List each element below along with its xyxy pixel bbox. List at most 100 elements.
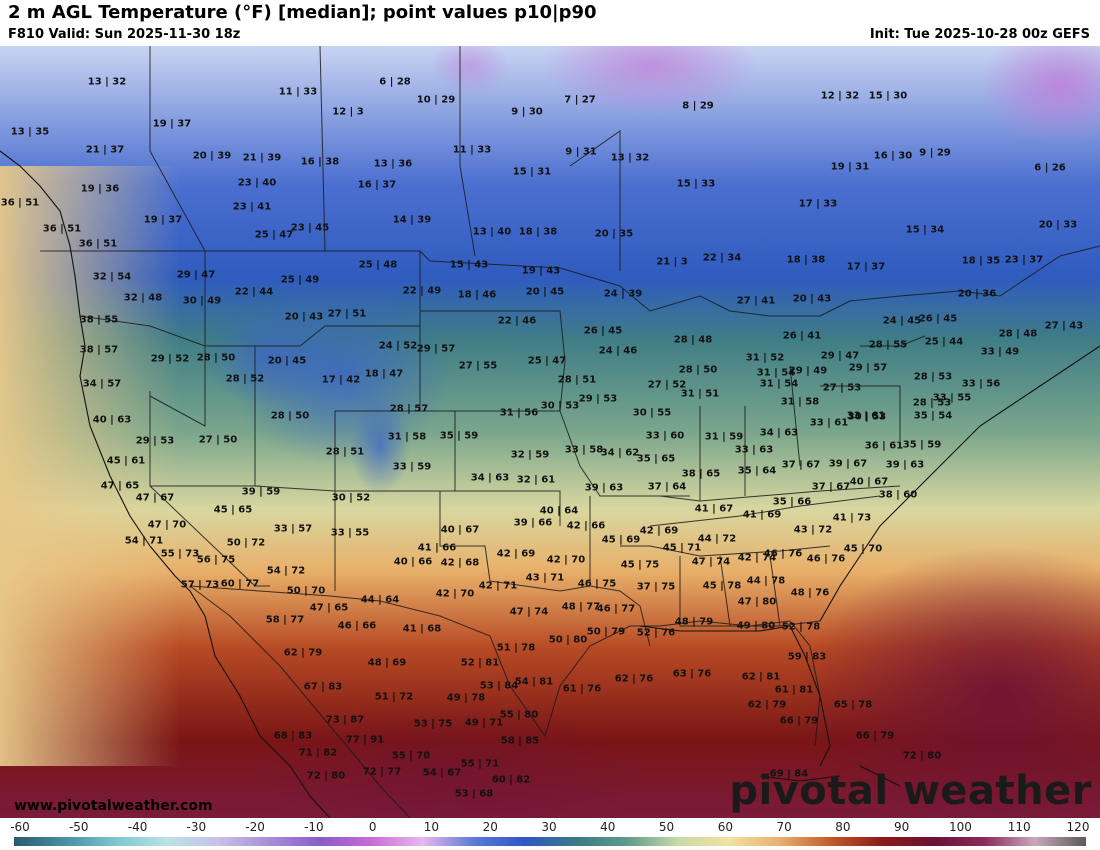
point-value-label: 20 | 39 — [192, 150, 232, 162]
point-value-label: 13 | 35 — [10, 126, 50, 138]
point-value-label: 26 | 45 — [583, 325, 623, 337]
point-value-label: 48 | 77 — [561, 601, 601, 613]
point-value-label: 12 | 32 — [820, 90, 860, 102]
valid-time: F810 Valid: Sun 2025-11-30 18z — [8, 27, 241, 42]
point-value-label: 55 | 70 — [391, 750, 431, 762]
point-value-label: 38 | 65 — [681, 468, 721, 480]
point-value-label: 19 | 36 — [80, 183, 120, 195]
point-value-label: 25 | 49 — [280, 274, 320, 286]
point-value-label: 67 | 83 — [303, 681, 343, 693]
point-value-label: 25 | 47 — [254, 229, 294, 241]
point-value-label: 34 | 57 — [82, 378, 122, 390]
point-value-label: 22 | 34 — [702, 252, 742, 264]
point-value-label: 45 | 70 — [843, 543, 883, 555]
point-value-label: 14 | 39 — [392, 214, 432, 226]
point-value-label: 45 | 65 — [213, 504, 253, 516]
point-value-label: 52 | 78 — [781, 621, 821, 633]
point-value-label: 31 | 56 — [499, 407, 539, 419]
point-value-label: 50 | 70 — [286, 585, 326, 597]
point-value-label: 28 | 51 — [325, 446, 365, 458]
colorbar-tick-label: 10 — [423, 820, 440, 834]
point-value-label: 48 | 69 — [367, 657, 407, 669]
point-value-label: 10 | 29 — [416, 94, 456, 106]
point-value-label: 50 | 80 — [548, 634, 588, 646]
point-value-label: 51 | 78 — [496, 642, 536, 654]
point-value-label: 28 | 51 — [557, 374, 597, 386]
point-value-label: 54 | 71 — [124, 535, 164, 547]
point-value-label: 16 | 38 — [300, 156, 340, 168]
colorbar-strip — [14, 837, 1086, 846]
point-value-label: 15 | 33 — [676, 178, 716, 190]
point-value-label: 62 | 81 — [741, 671, 781, 683]
point-value-label: 33 | 57 — [273, 523, 313, 535]
point-value-label: 33 | 60 — [645, 430, 685, 442]
point-value-label: 49 | 80 — [736, 620, 776, 632]
point-value-label: 45 | 75 — [620, 559, 660, 571]
point-value-label: 8 | 29 — [682, 100, 714, 112]
point-value-label: 44 | 72 — [697, 533, 737, 545]
point-value-label: 29 | 49 — [788, 365, 828, 377]
point-value-label: 42 | 69 — [639, 525, 679, 537]
point-value-label: 49 | 71 — [464, 717, 504, 729]
point-value-label: 55 | 80 — [499, 709, 539, 721]
point-value-label: 7 | 27 — [564, 94, 596, 106]
point-value-label: 41 | 68 — [402, 623, 442, 635]
map-title: 2 m AGL Temperature (°F) [median]; point… — [8, 2, 597, 23]
point-value-label: 20 | 36 — [957, 288, 997, 300]
point-value-label: 19 | 37 — [152, 118, 192, 130]
point-value-label: 28 | 50 — [270, 410, 310, 422]
point-value-label: 27 | 50 — [198, 434, 238, 446]
point-value-label: 33 | 63 — [734, 444, 774, 456]
point-value-label: 35 | 59 — [439, 430, 479, 442]
point-value-label: 63 | 76 — [672, 668, 712, 680]
point-value-label: 18 | 38 — [518, 226, 558, 238]
point-value-label: 29 | 57 — [416, 343, 456, 355]
point-value-label: 29 | 53 — [135, 435, 175, 447]
colorbar-tick-label: 80 — [835, 820, 851, 834]
colorbar-tick-label: 30 — [541, 820, 557, 834]
point-value-label: 28 | 52 — [225, 373, 265, 385]
point-value-label: 28 | 57 — [389, 403, 429, 415]
point-value-label: 73 | 87 — [325, 714, 365, 726]
point-value-label: 42 | 68 — [440, 557, 480, 569]
point-value-label: 46 | 66 — [337, 620, 377, 632]
point-value-label: 19 | 43 — [521, 265, 561, 277]
point-value-label: 56 | 75 — [196, 554, 236, 566]
point-value-label: 26 | 45 — [918, 313, 958, 325]
point-value-label: 28 | 53 — [913, 371, 953, 383]
point-value-label: 27 | 55 — [458, 360, 498, 372]
colorbar-tick-label: -50 — [68, 820, 89, 834]
point-value-label: 47 | 74 — [509, 606, 549, 618]
point-value-label: 38 | 57 — [79, 344, 119, 356]
colorbar-tick-label: -30 — [186, 820, 207, 834]
colorbar-tick-label: 50 — [658, 820, 675, 834]
point-value-label: 41 | 69 — [742, 509, 782, 521]
colorbar-tick-label: -10 — [304, 820, 324, 834]
point-value-label: 31 | 58 — [387, 431, 427, 443]
point-value-label: 42 | 70 — [435, 588, 475, 600]
point-value-label: 59 | 83 — [787, 651, 827, 663]
point-value-label: 42 | 69 — [496, 548, 536, 560]
point-value-label: 27 | 43 — [1044, 320, 1084, 332]
point-value-label: 18 | 38 — [786, 254, 826, 266]
point-value-label: 29 | 47 — [820, 350, 860, 362]
point-value-label: 11 | 33 — [452, 144, 492, 156]
point-value-label: 41 | 66 — [417, 542, 457, 554]
point-value-label: 77 | 91 — [345, 734, 385, 746]
point-value-label: 30 | 55 — [632, 407, 672, 419]
point-value-label: 37 | 75 — [636, 581, 676, 593]
point-value-label: 62 | 79 — [747, 699, 787, 711]
point-value-label: 33 | 49 — [980, 346, 1020, 358]
point-value-label: 9 | 30 — [511, 106, 543, 118]
point-value-label: 18 | 35 — [961, 255, 1001, 267]
point-value-label: 18 | 47 — [364, 368, 404, 380]
website-watermark: www.pivotalweather.com — [14, 798, 213, 814]
point-value-label: 32 | 54 — [92, 271, 132, 283]
point-value-label: 33 | 55 — [330, 527, 370, 539]
point-value-label: 16 | 30 — [873, 150, 913, 162]
point-value-label: 23 | 37 — [1004, 254, 1044, 266]
colorbar-tick-label: 40 — [600, 820, 616, 834]
point-value-label: 30 | 53 — [847, 411, 887, 423]
point-value-label: 54 | 81 — [514, 676, 554, 688]
point-value-label: 46 | 77 — [596, 603, 636, 615]
